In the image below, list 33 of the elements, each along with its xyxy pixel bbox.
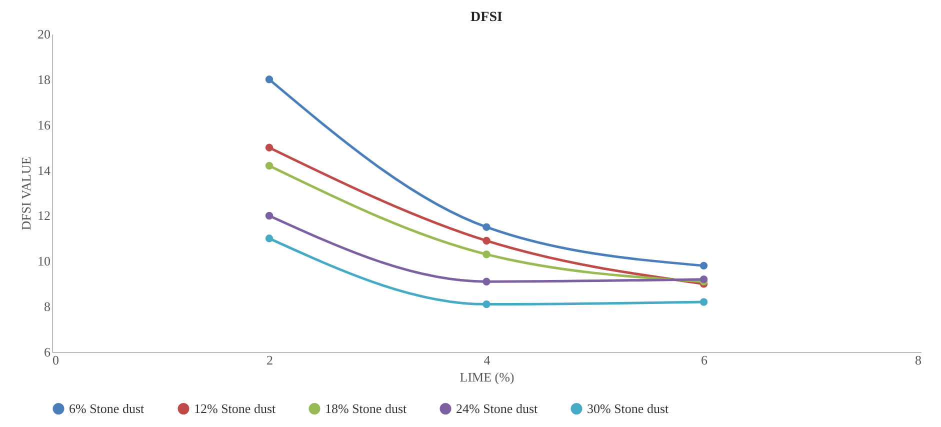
x-tick-label: 0 (52, 352, 59, 368)
legend-label: 24% Stone dust (456, 400, 538, 416)
x-tick-label: 2 (266, 352, 273, 368)
point (700, 298, 708, 306)
y-tick-label: 20 (38, 26, 50, 42)
point (265, 162, 274, 170)
x-axis-title: LIME (%) (460, 370, 514, 384)
point (265, 144, 274, 152)
point (482, 278, 490, 286)
y-tick-label: 16 (38, 117, 51, 132)
y-tick-label: 14 (38, 162, 51, 178)
point (265, 234, 274, 242)
point (265, 76, 274, 84)
legend-label: 6% Stone dust (69, 400, 144, 416)
point (482, 236, 490, 245)
point (482, 300, 490, 308)
point (482, 223, 490, 231)
legend-label: 30% Stone dust (587, 400, 669, 416)
point (700, 275, 708, 284)
legend-label: 18% Stone dust (325, 400, 407, 416)
x-tick-label: 4 (484, 352, 491, 368)
chart-title: DFSI (470, 10, 502, 25)
y-tick-label: 12 (38, 208, 50, 224)
y-axis-title: DFSI VALUE (18, 156, 34, 230)
y-tick-label: 10 (38, 254, 50, 269)
y-tick-label: 18 (38, 72, 50, 87)
legend-label: 12% Stone dust (194, 400, 276, 416)
point (265, 212, 274, 220)
point (700, 262, 708, 270)
y-tick-label: 8 (44, 299, 50, 314)
point (482, 250, 490, 258)
x-tick-label: 8 (915, 352, 922, 368)
x-tick-label: 6 (701, 352, 708, 368)
